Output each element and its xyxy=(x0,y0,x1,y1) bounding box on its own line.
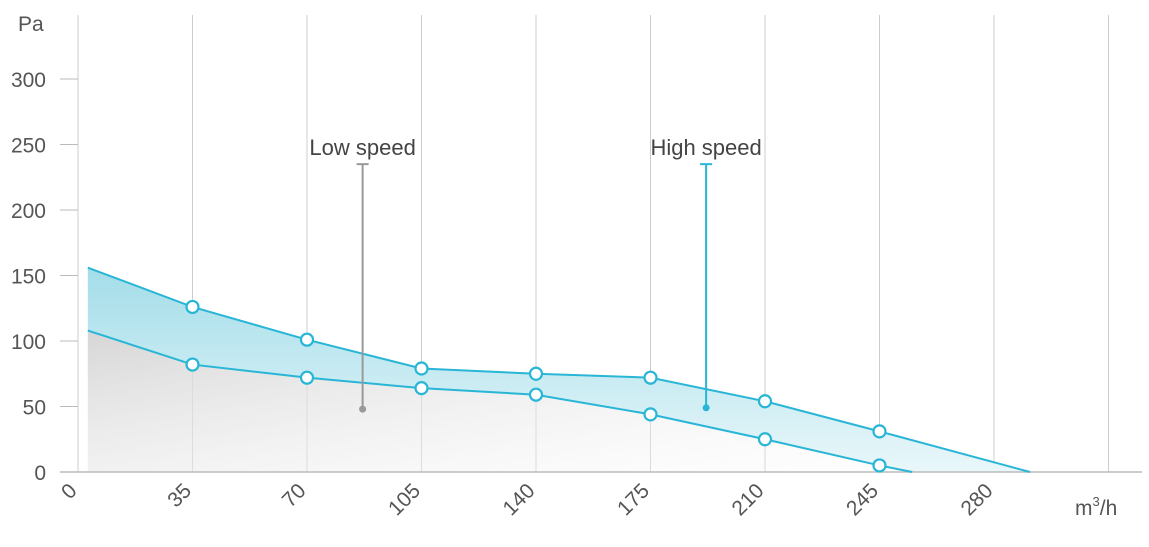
annotations: Low speed High speed xyxy=(309,135,762,413)
x-tick-label-0: 0 xyxy=(57,479,82,504)
y-tick-label-300: 300 xyxy=(11,69,46,92)
x-tick-label-175: 175 xyxy=(613,479,654,520)
low-speed-point-210 xyxy=(757,432,773,447)
high-speed-point-35 xyxy=(185,299,200,315)
speed-band-area xyxy=(87,267,1030,472)
y-tick-label-0: 0 xyxy=(34,462,46,485)
low-speed-point-175 xyxy=(643,407,658,422)
y-tick-label-150: 150 xyxy=(11,266,46,289)
series-markers xyxy=(185,299,887,473)
y-tick-label-200: 200 xyxy=(11,200,46,223)
y-tick-label-50: 50 xyxy=(23,397,46,420)
high-speed-leader-dot xyxy=(702,404,710,412)
low-speed-label: Low speed xyxy=(309,135,415,160)
low-speed-point-140 xyxy=(528,387,544,402)
low-speed-point-105 xyxy=(414,381,429,396)
y-axis-unit: Pa xyxy=(18,13,44,36)
high-speed-point-245 xyxy=(872,424,887,439)
x-tick-label-70: 70 xyxy=(278,479,311,512)
y-tick-label-250: 250 xyxy=(11,135,46,158)
low-speed-point-70 xyxy=(299,370,315,385)
high-speed-point-210 xyxy=(757,394,773,409)
low-speed-point-35 xyxy=(185,357,200,372)
high-speed-point-175 xyxy=(643,370,658,385)
y-tick-label-100: 100 xyxy=(11,331,46,354)
high-speed-point-70 xyxy=(299,332,315,347)
high-speed-label: High speed xyxy=(650,135,761,160)
x-axis-unit: m3/h xyxy=(1075,494,1117,520)
high-speed-point-105 xyxy=(414,361,429,376)
x-tick-label-210: 210 xyxy=(727,479,768,520)
x-tick-label-105: 105 xyxy=(384,479,425,520)
axes xyxy=(60,78,1142,473)
low-speed-point-245 xyxy=(872,458,887,473)
x-tick-label-35: 35 xyxy=(163,479,196,512)
x-tick-label-140: 140 xyxy=(498,479,539,520)
x-tick-label-245: 245 xyxy=(842,479,883,520)
x-tick-label-280: 280 xyxy=(956,479,997,520)
grid xyxy=(77,15,1109,472)
area-fills xyxy=(87,267,1030,472)
low-speed-area xyxy=(87,330,913,472)
low-speed-leader-dot xyxy=(359,405,367,413)
high-speed-point-140 xyxy=(528,366,544,381)
